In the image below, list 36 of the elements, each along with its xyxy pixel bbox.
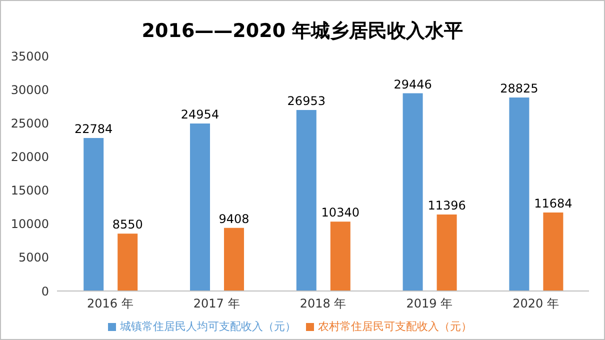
y-tick-label: 10000 xyxy=(10,217,49,232)
data-label: 8550 xyxy=(112,218,143,232)
bar xyxy=(330,222,350,291)
x-tick-label: 2017 年 xyxy=(193,296,240,311)
x-tick-label: 2019 年 xyxy=(406,296,453,311)
x-tick-label: 2016 年 xyxy=(87,296,134,311)
y-tick-label: 30000 xyxy=(10,82,49,97)
bar xyxy=(190,123,210,291)
y-tick-label: 25000 xyxy=(10,116,49,130)
legend-label: 农村常住居民可支配收入（元） xyxy=(318,320,472,333)
chart-title: 2016——2020 年城乡居民收入水平 xyxy=(140,19,464,44)
y-tick-label: 15000 xyxy=(10,184,49,198)
x-tick-label: 2018 年 xyxy=(300,296,346,311)
data-label: 11684 xyxy=(534,196,572,211)
bar xyxy=(84,138,104,291)
data-label: 10340 xyxy=(321,206,360,220)
bar xyxy=(509,97,530,291)
y-tick-label: 20000 xyxy=(10,150,49,164)
data-label: 9408 xyxy=(218,212,250,226)
bar xyxy=(543,212,564,291)
bar xyxy=(402,93,423,291)
bar xyxy=(224,228,244,291)
y-tick-label: 0 xyxy=(41,284,49,298)
bar xyxy=(436,214,457,291)
legend-label: 城镇常住居民人均可支配收入（元） xyxy=(120,320,296,333)
x-tick-label: 2020 年 xyxy=(512,296,559,311)
data-label: 28825 xyxy=(500,81,538,96)
data-label: 26953 xyxy=(287,94,326,108)
y-tick-label: 5000 xyxy=(18,250,49,265)
data-label: 11396 xyxy=(428,198,466,212)
bar xyxy=(296,110,316,291)
bar xyxy=(118,234,138,291)
data-label: 24954 xyxy=(180,107,220,122)
y-tick-label: 35000 xyxy=(10,49,49,64)
data-label: 22784 xyxy=(74,122,113,136)
data-label: 29446 xyxy=(394,77,432,92)
